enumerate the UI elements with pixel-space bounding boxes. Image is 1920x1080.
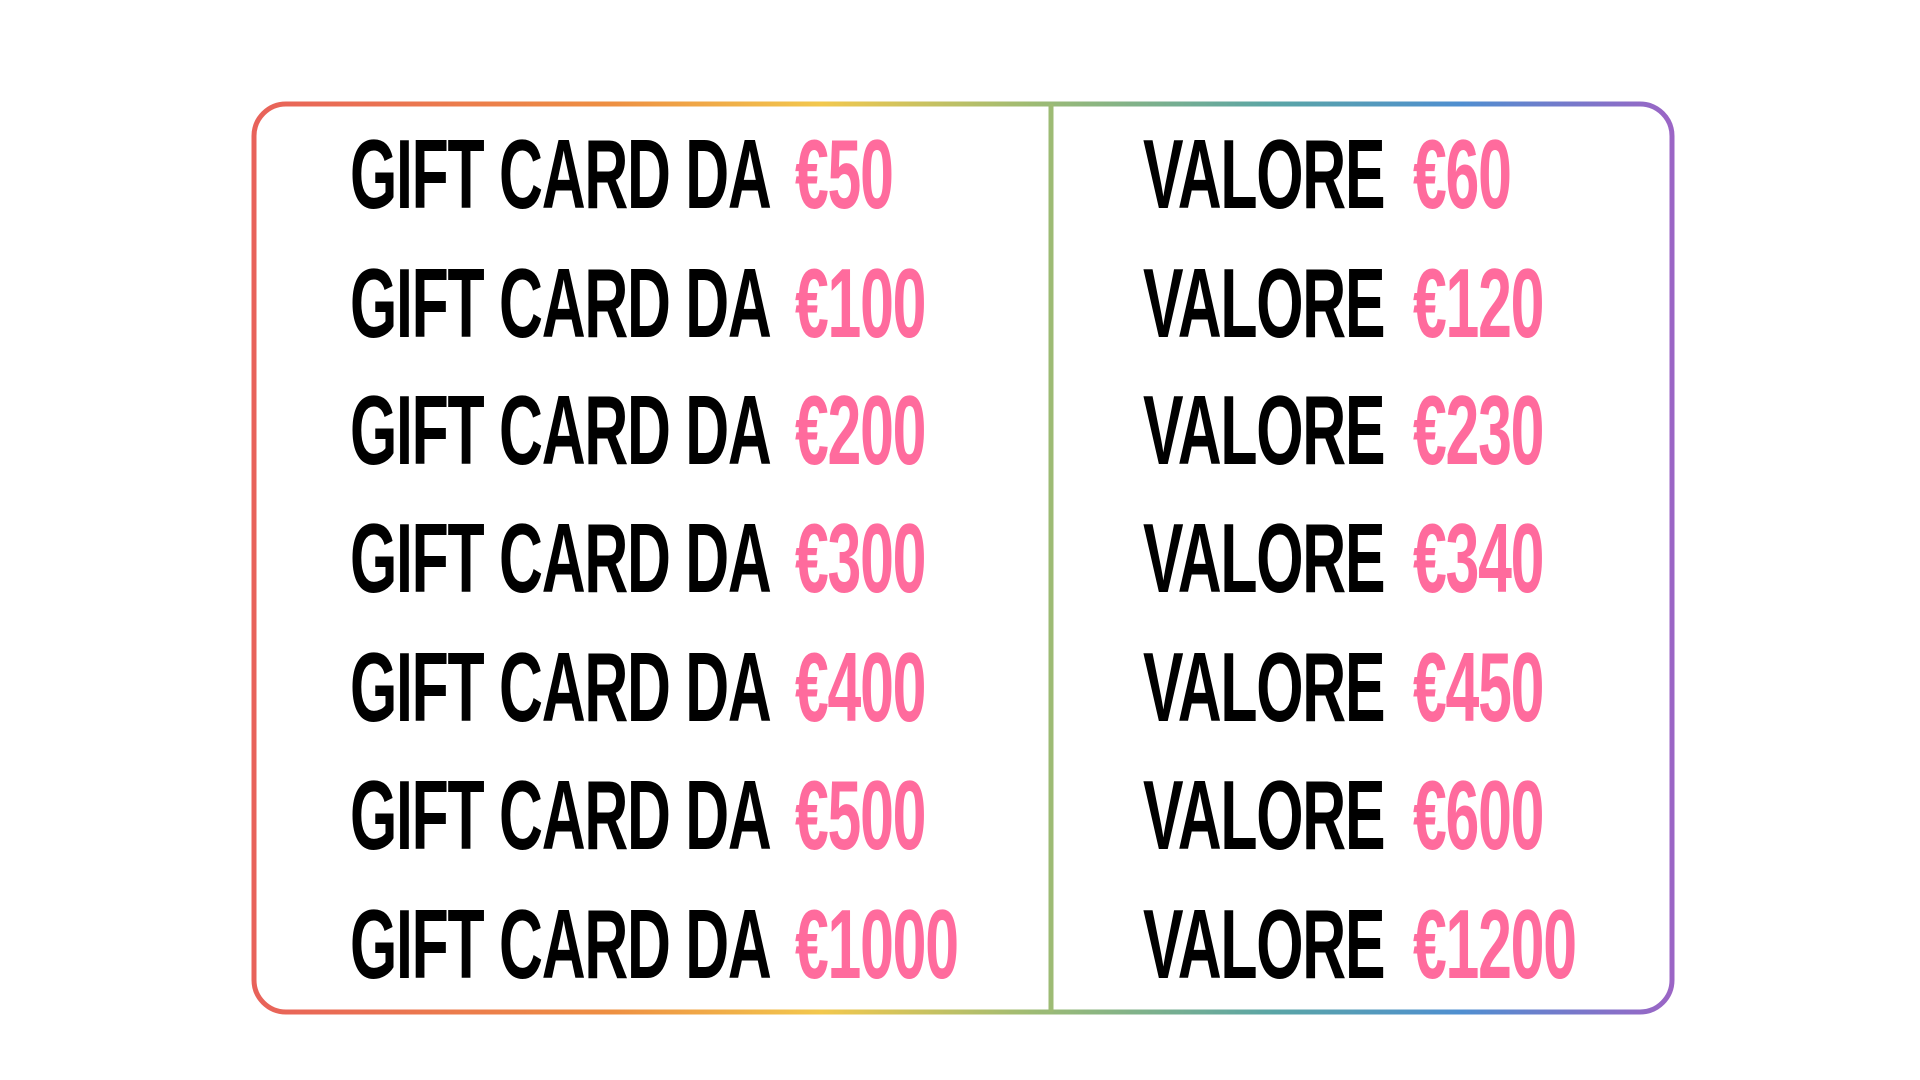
left-amount: €1000 — [795, 889, 959, 999]
left-amount: €50 — [795, 119, 894, 229]
left-amount: €500 — [795, 760, 926, 870]
left-label: GIFT CARD DA — [350, 119, 772, 229]
left-amount: €300 — [795, 503, 926, 613]
right-label: VALORE — [1143, 632, 1385, 742]
right-amount: €450 — [1413, 632, 1544, 742]
left-label: GIFT CARD DA — [350, 503, 772, 613]
left-label: GIFT CARD DA — [350, 632, 772, 742]
right-amount: €1200 — [1413, 889, 1577, 999]
right-label: VALORE — [1143, 503, 1385, 613]
right-label: VALORE — [1143, 375, 1385, 485]
table-border — [251, 101, 1675, 1015]
left-label: GIFT CARD DA — [350, 760, 772, 870]
left-amount: €200 — [795, 375, 926, 485]
left-amount: €400 — [795, 632, 926, 742]
left-label: GIFT CARD DA — [350, 889, 772, 999]
left-amount: €100 — [795, 248, 926, 358]
right-amount: €600 — [1413, 760, 1544, 870]
right-label: VALORE — [1143, 119, 1385, 229]
left-label: GIFT CARD DA — [350, 375, 772, 485]
right-label: VALORE — [1143, 760, 1385, 870]
right-amount: €340 — [1413, 503, 1544, 613]
right-amount: €120 — [1413, 248, 1544, 358]
left-label: GIFT CARD DA — [350, 248, 772, 358]
right-label: VALORE — [1143, 889, 1385, 999]
right-amount: €230 — [1413, 375, 1544, 485]
right-label: VALORE — [1143, 248, 1385, 358]
right-amount: €60 — [1413, 119, 1512, 229]
